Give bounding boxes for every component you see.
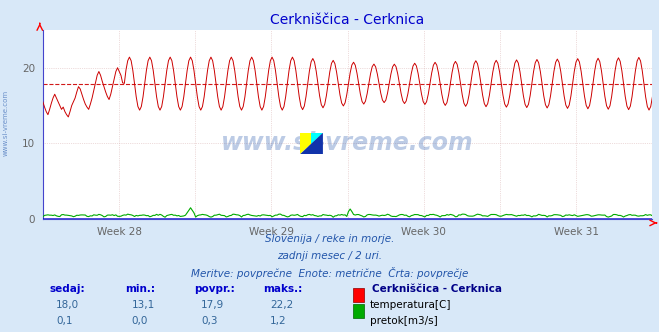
Text: 22,2: 22,2 <box>270 300 293 310</box>
Text: www.si-vreme.com: www.si-vreme.com <box>221 131 474 155</box>
Text: Meritve: povprečne  Enote: metrične  Črta: povprečje: Meritve: povprečne Enote: metrične Črta:… <box>191 267 468 279</box>
Text: 0,0: 0,0 <box>132 316 148 326</box>
Text: sedaj:: sedaj: <box>49 284 85 294</box>
Text: Slovenija / reke in morje.: Slovenija / reke in morje. <box>265 234 394 244</box>
Text: 0,3: 0,3 <box>201 316 217 326</box>
Text: 1,2: 1,2 <box>270 316 287 326</box>
Title: Cerkniščica - Cerknica: Cerkniščica - Cerknica <box>270 13 425 27</box>
Text: min.:: min.: <box>125 284 156 294</box>
Text: zadnji mesec / 2 uri.: zadnji mesec / 2 uri. <box>277 251 382 261</box>
Text: 17,9: 17,9 <box>201 300 224 310</box>
Polygon shape <box>312 133 323 143</box>
Text: 18,0: 18,0 <box>56 300 79 310</box>
Polygon shape <box>300 133 312 154</box>
Text: 13,1: 13,1 <box>132 300 155 310</box>
Text: Cerkniščica - Cerknica: Cerkniščica - Cerknica <box>372 284 502 294</box>
Text: pretok[m3/s]: pretok[m3/s] <box>370 316 438 326</box>
Text: temperatura[C]: temperatura[C] <box>370 300 451 310</box>
Text: www.si-vreme.com: www.si-vreme.com <box>3 90 9 156</box>
Text: maks.:: maks.: <box>264 284 303 294</box>
Polygon shape <box>300 133 323 154</box>
Text: 0,1: 0,1 <box>56 316 72 326</box>
Text: povpr.:: povpr.: <box>194 284 235 294</box>
